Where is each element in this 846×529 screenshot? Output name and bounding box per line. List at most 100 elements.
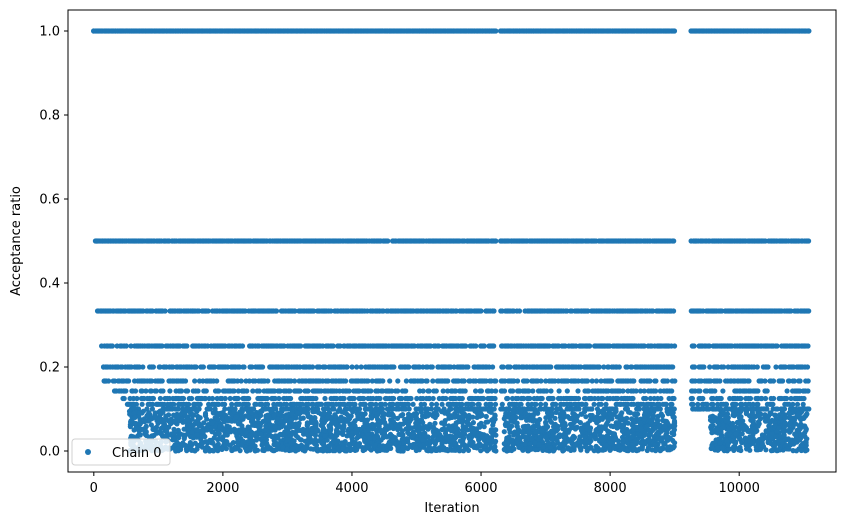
data-point: [499, 401, 505, 407]
data-point: [669, 388, 675, 394]
data-point: [492, 401, 499, 407]
data-point: [631, 378, 637, 384]
data-point: [530, 388, 536, 394]
data-point: [689, 395, 696, 402]
data-point: [771, 395, 777, 402]
data-point: [697, 388, 703, 394]
data-point: [245, 401, 251, 407]
data-point: [418, 417, 425, 423]
data-point: [603, 401, 609, 407]
data-point: [774, 343, 780, 349]
data-point: [762, 378, 768, 384]
data-point: [362, 401, 368, 407]
data-point: [472, 408, 478, 414]
data-point: [351, 395, 357, 402]
data-point: [671, 238, 677, 244]
data-point: [609, 378, 615, 384]
data-point: [239, 409, 245, 415]
data-point: [524, 378, 530, 384]
data-point: [217, 435, 223, 442]
data-point: [459, 395, 465, 402]
data-point: [754, 364, 760, 370]
data-point: [433, 401, 440, 407]
data-point: [322, 395, 328, 402]
data-point: [564, 388, 570, 394]
data-point: [589, 406, 595, 412]
data-point: [180, 395, 187, 402]
data-point: [587, 343, 593, 349]
data-point: [488, 429, 494, 435]
data-point: [343, 378, 349, 384]
data-point: [292, 378, 298, 384]
data-point: [339, 409, 345, 415]
data-point: [701, 364, 707, 370]
data-point: [747, 395, 754, 402]
data-point: [395, 378, 401, 384]
data-point: [185, 388, 191, 394]
data-point: [178, 388, 185, 394]
data-point: [132, 388, 139, 394]
data-point: [352, 401, 358, 407]
data-point: [790, 401, 796, 407]
data-point: [160, 388, 166, 394]
data-point: [476, 437, 482, 443]
data-point: [157, 395, 163, 402]
data-point: [158, 425, 164, 431]
data-point: [505, 395, 511, 402]
data-point: [133, 401, 139, 407]
data-point: [510, 388, 516, 394]
data-point: [298, 343, 304, 349]
data-point: [406, 364, 412, 370]
data-point: [784, 388, 790, 394]
data-point: [287, 388, 293, 394]
data-point: [543, 401, 549, 407]
data-point: [462, 388, 468, 394]
data-point: [805, 388, 811, 394]
data-point: [616, 364, 622, 370]
data-point: [664, 378, 671, 384]
data-point: [368, 388, 374, 394]
data-point: [210, 410, 216, 416]
data-point: [700, 395, 706, 402]
data-point: [377, 395, 383, 402]
data-point: [473, 388, 479, 394]
data-point: [481, 343, 487, 349]
data-point: [256, 388, 262, 394]
data-point: [232, 429, 238, 435]
data-point: [195, 388, 201, 394]
data-point: [403, 378, 409, 384]
data-point: [202, 434, 208, 440]
data-point: [721, 364, 727, 370]
data-point: [461, 378, 467, 384]
data-point: [671, 395, 677, 402]
data-point: [493, 238, 499, 244]
data-point: [600, 395, 606, 402]
data-point: [341, 395, 347, 402]
data-point: [277, 431, 283, 437]
data-point: [126, 378, 132, 384]
data-point: [187, 410, 193, 416]
data-point: [794, 401, 801, 407]
data-points: [91, 28, 812, 454]
data-point: [340, 429, 346, 435]
data-point: [241, 364, 247, 370]
data-point: [463, 343, 469, 349]
data-point: [216, 388, 222, 394]
data-point: [712, 388, 718, 394]
data-point: [121, 395, 127, 402]
data-point: [123, 388, 129, 394]
data-point: [358, 364, 364, 370]
data-point: [182, 378, 189, 384]
data-point: [764, 388, 770, 394]
data-point: [391, 395, 397, 402]
data-point: [354, 364, 360, 370]
data-point: [636, 406, 643, 412]
data-point: [349, 364, 355, 370]
data-point: [533, 401, 539, 407]
data-point: [770, 401, 776, 407]
data-point: [420, 388, 426, 394]
data-point: [430, 395, 436, 402]
data-point: [315, 409, 321, 416]
data-point: [139, 401, 145, 407]
data-point: [265, 378, 271, 384]
